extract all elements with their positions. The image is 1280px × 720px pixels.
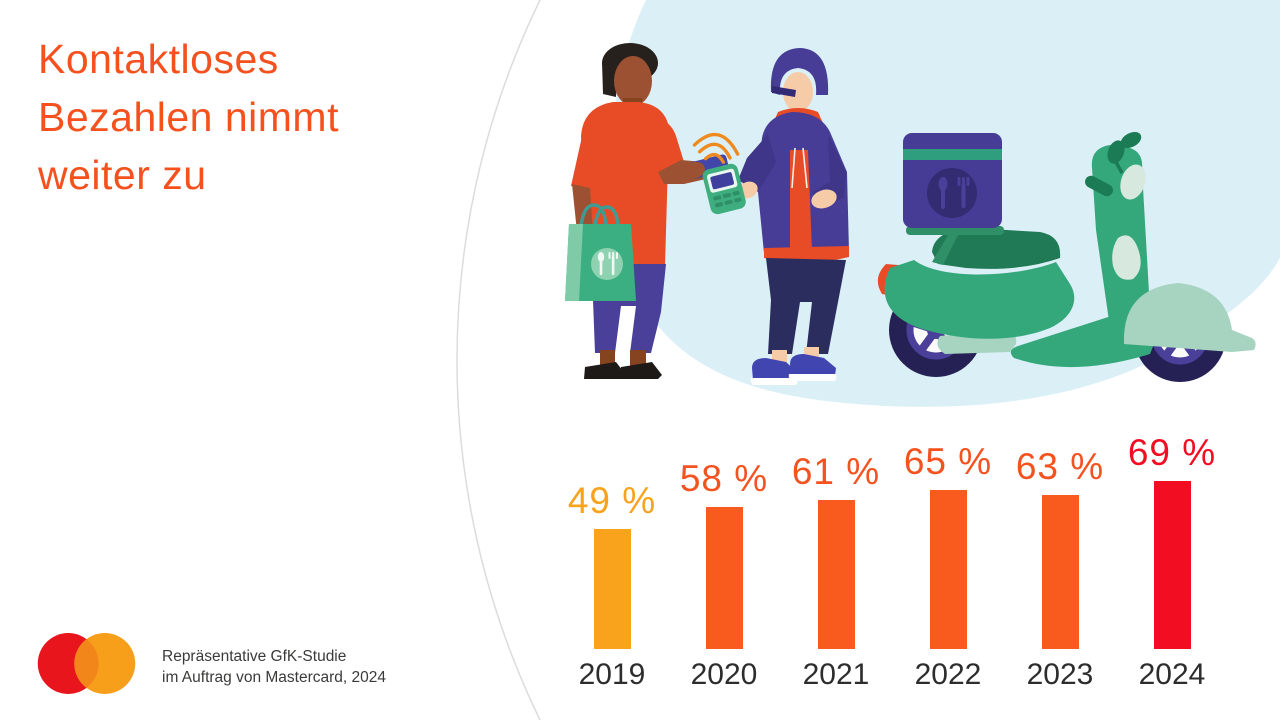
chart-column-2021: 61 % 2021 bbox=[780, 428, 892, 694]
bar-2019 bbox=[593, 529, 631, 649]
year-label-2024: 2024 bbox=[1138, 658, 1206, 691]
handle-lever bbox=[1120, 131, 1142, 149]
value-label-2023: 63 % bbox=[1015, 446, 1105, 487]
value-label-2024: 69 % bbox=[1127, 432, 1217, 473]
customer bbox=[565, 43, 706, 379]
bar-2024 bbox=[1153, 481, 1191, 649]
box-strut bbox=[932, 235, 958, 265]
rear-cowl bbox=[884, 260, 1075, 339]
bar-2022 bbox=[929, 490, 967, 649]
delivery-rider bbox=[738, 48, 849, 385]
column-highlight-2 bbox=[1112, 235, 1141, 280]
bar-2020 bbox=[705, 507, 743, 649]
page-title: Kontaktloses Bezahlen nimmt weiter zu bbox=[38, 30, 339, 204]
rider-sneaker bbox=[752, 358, 797, 380]
value-label-2020: 58 % bbox=[679, 458, 769, 499]
delivery-scooter bbox=[877, 131, 1256, 382]
customer-hand bbox=[685, 161, 705, 179]
column-highlight bbox=[1120, 164, 1146, 200]
bar-2021 bbox=[817, 500, 855, 649]
box-rack bbox=[906, 226, 1004, 235]
payment-interaction bbox=[685, 132, 746, 215]
contactless-waves-icon bbox=[692, 132, 740, 164]
customer-shoe bbox=[620, 362, 662, 379]
delivery-box bbox=[903, 133, 1002, 228]
value-label-2021: 61 % bbox=[791, 451, 881, 492]
seat bbox=[932, 228, 1061, 269]
payment-terminal bbox=[702, 163, 746, 215]
value-label-2019: 49 % bbox=[567, 480, 657, 521]
cutlery-icon bbox=[591, 248, 623, 280]
chart-column-2023: 63 % 2023 bbox=[1004, 428, 1116, 694]
mirror bbox=[1107, 140, 1125, 164]
year-label-2022: 2022 bbox=[914, 658, 982, 691]
chart-column-2020: 58 % 2020 bbox=[668, 428, 780, 694]
year-label-2021: 2021 bbox=[802, 658, 870, 691]
rider-sneaker bbox=[790, 354, 836, 376]
customer-face bbox=[614, 56, 652, 106]
year-label-2019: 2019 bbox=[578, 658, 646, 691]
customer-shoe bbox=[584, 362, 626, 379]
bar-2023 bbox=[1041, 495, 1079, 649]
handlebar-grip bbox=[1085, 175, 1113, 197]
shopping-bag bbox=[565, 203, 636, 301]
chart-column-2022: 65 % 2022 bbox=[892, 428, 1004, 694]
rider-face bbox=[783, 72, 813, 112]
year-label-2023: 2023 bbox=[1026, 658, 1094, 691]
chart-column-2024: 69 % 2024 bbox=[1116, 428, 1228, 694]
title-line: Kontaktloses bbox=[38, 36, 279, 82]
year-label-2020: 2020 bbox=[690, 658, 758, 691]
title-line: weiter zu bbox=[38, 152, 207, 198]
rider-pants bbox=[766, 258, 846, 354]
value-label-2022: 65 % bbox=[903, 441, 993, 482]
front-fender bbox=[1124, 283, 1256, 352]
mirror-stem bbox=[1114, 161, 1124, 174]
bar-chart: 49 % 2019 58 % 2020 61 % 2021 65 % 2022 63 % 2023… bbox=[556, 428, 1228, 694]
boundary-arc bbox=[456, 0, 542, 720]
rider-helmet bbox=[770, 48, 829, 95]
title-line: Bezahlen nimmt bbox=[38, 94, 339, 140]
cutlery-icon bbox=[927, 168, 977, 218]
chart-column-2019: 49 % 2019 bbox=[556, 428, 668, 694]
